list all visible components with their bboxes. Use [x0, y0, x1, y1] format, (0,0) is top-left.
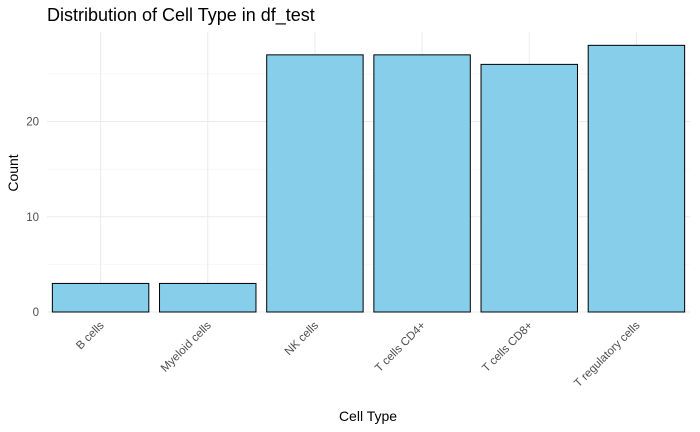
x-tick-label: Myeloid cells [159, 319, 214, 374]
bar-myeloid-cells [159, 282, 257, 313]
x-tick-label: T cells CD4+ [373, 319, 428, 374]
y-tick-label: 10 [26, 212, 39, 224]
bar-t-regulatory-cells [587, 44, 686, 313]
x-axis-ticks: B cells Myeloid cells NK cells T cells CD4+… [74, 319, 642, 389]
y-tick-label: 20 [26, 117, 39, 129]
bar-nk-cells [266, 54, 364, 313]
x-axis-title: Cell Type [339, 408, 397, 424]
y-tick-label: 0 [33, 307, 39, 319]
chart-title: Distribution of Cell Type in df_test [47, 5, 315, 26]
x-tick-label: T cells CD8+ [480, 319, 535, 374]
y-axis-ticks: 0 10 20 [26, 117, 39, 319]
x-tick-label: B cells [74, 319, 107, 352]
x-tick-label: NK cells [283, 319, 321, 357]
bar-b-cells [51, 282, 150, 313]
x-tick-label: T regulatory cells [572, 319, 642, 389]
y-axis-title: Count [5, 154, 21, 191]
bar-t-cells-cd4 [373, 54, 471, 313]
bars [51, 44, 686, 313]
bar-t-cells-cd8 [480, 63, 578, 313]
